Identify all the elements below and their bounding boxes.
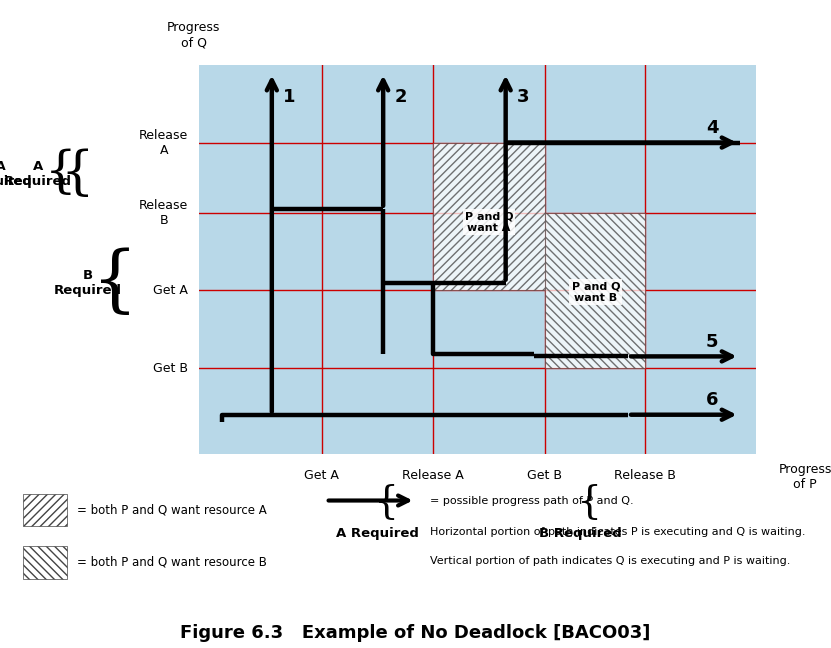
Text: Get A: Get A (304, 469, 339, 482)
Text: Horizontal portion of path indicates P is executing and Q is waiting.: Horizontal portion of path indicates P i… (430, 527, 806, 537)
Text: Progress
of P: Progress of P (779, 463, 831, 491)
Text: A
Required: A Required (4, 159, 72, 188)
Text: Vertical portion of path indicates Q is executing and P is waiting.: Vertical portion of path indicates Q is … (430, 556, 791, 566)
Text: B
Required: B Required (54, 268, 122, 297)
Bar (23, 546, 67, 579)
Text: = both P and Q want resource A: = both P and Q want resource A (76, 503, 267, 516)
Text: 5: 5 (706, 332, 719, 351)
Text: Release B: Release B (614, 469, 676, 482)
Text: Progress
of Q: Progress of Q (167, 21, 220, 49)
Text: Figure 6.3   Example of No Deadlock [BACO03]: Figure 6.3 Example of No Deadlock [BACO0… (180, 623, 651, 642)
Text: A Required: A Required (337, 527, 419, 540)
Text: {: { (45, 149, 77, 198)
Text: 4: 4 (706, 119, 719, 137)
Text: Release
A: Release A (139, 128, 189, 157)
Text: = both P and Q want resource B: = both P and Q want resource B (76, 556, 267, 569)
Text: 3: 3 (517, 88, 529, 106)
Bar (23, 494, 67, 526)
Text: P and Q
want B: P and Q want B (572, 281, 620, 303)
Text: {: { (92, 248, 138, 318)
Bar (433, 143, 544, 290)
Text: B Required: B Required (539, 527, 622, 540)
Text: Release A: Release A (402, 469, 465, 482)
Text: Get B: Get B (527, 469, 562, 482)
Text: 1: 1 (283, 88, 296, 106)
Text: = possible progress path of P and Q.: = possible progress path of P and Q. (430, 496, 634, 505)
Text: }: } (568, 481, 593, 518)
Text: 2: 2 (395, 88, 407, 106)
Bar (544, 213, 645, 368)
Text: Get B: Get B (153, 362, 189, 375)
Text: Get A: Get A (154, 284, 189, 297)
Text: 6: 6 (706, 391, 719, 409)
Text: Release
B: Release B (139, 198, 189, 227)
Text: A
Required: A Required (0, 159, 32, 188)
Text: {: { (60, 148, 94, 199)
Text: }: } (366, 481, 390, 518)
Text: P and Q
want A: P and Q want A (465, 211, 514, 233)
